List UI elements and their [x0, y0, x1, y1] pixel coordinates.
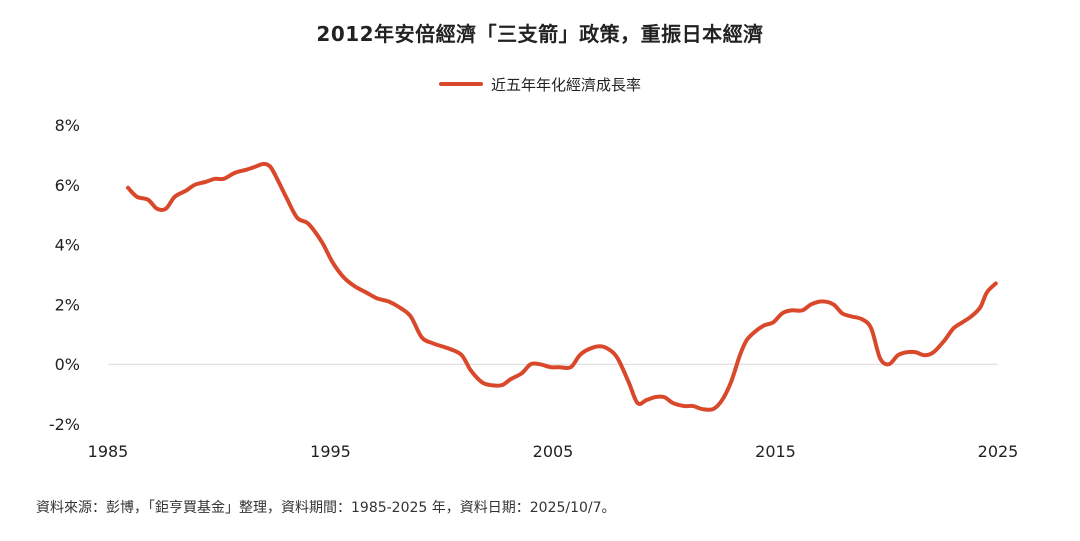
series-layer — [126, 161, 998, 412]
x-tick-label: 1985 — [88, 442, 129, 461]
y-tick-label: 2% — [55, 295, 80, 314]
y-tick-label: 4% — [55, 236, 80, 255]
x-axis-ticks: 1985 1995 2005 2015 2025 — [88, 442, 1019, 461]
y-tick-label: -2% — [49, 415, 80, 434]
legend-swatch — [438, 81, 483, 86]
legend-label: 近五年年化經濟成長率 — [490, 76, 641, 94]
source-note: 資料來源：彭博，「鉅亨買基金」整理，資料期間：1985-2025 年，資料日期：… — [36, 500, 616, 516]
x-tick-label: 2025 — [978, 442, 1019, 461]
x-tick-label: 2005 — [533, 442, 574, 461]
y-axis-ticks: -2% 0% 2% 4% 6% 8% — [49, 116, 80, 434]
x-tick-label: 1995 — [310, 442, 351, 461]
series-line — [126, 161, 998, 412]
x-tick-label: 2015 — [755, 442, 796, 461]
chart-legend: 近五年年化經濟成長率 — [0, 74, 1080, 95]
y-tick-label: 0% — [55, 355, 80, 374]
y-tick-label: 8% — [55, 116, 80, 135]
y-tick-label: 6% — [55, 176, 80, 195]
chart-title: 2012年安倍經濟「三支箭」政策，重振日本經濟 — [316, 22, 764, 46]
